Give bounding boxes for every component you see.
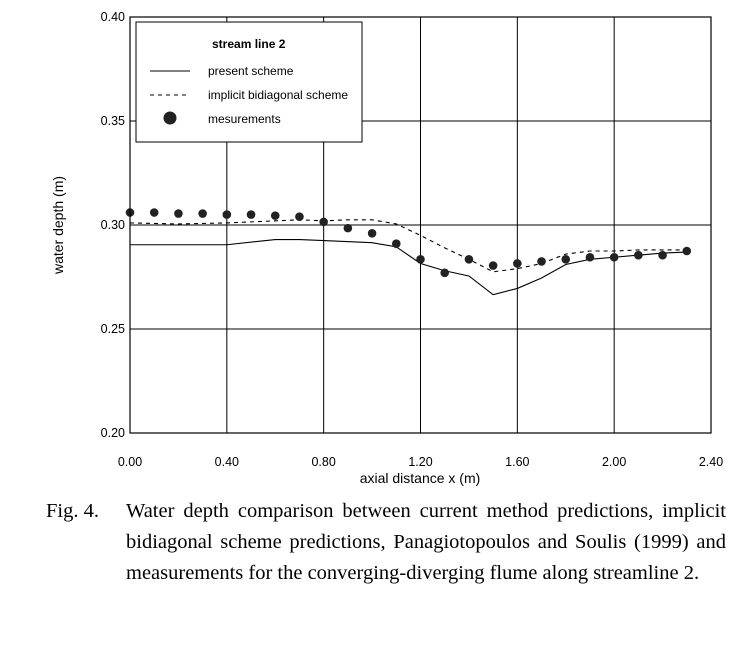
figure-caption: Fig. 4. Water depth comparison between c… xyxy=(46,496,726,589)
measurement-point xyxy=(658,250,667,260)
caption-label: Fig. 4. xyxy=(46,500,99,522)
measurement-point xyxy=(585,252,595,262)
x-tick-label: 2.00 xyxy=(602,455,626,469)
legend-marker-swatch xyxy=(163,111,177,125)
legend: stream line 2 present scheme implicit bi… xyxy=(135,21,363,143)
measurement-point xyxy=(537,257,546,266)
measurement-point xyxy=(609,252,619,262)
measurement-point xyxy=(634,250,643,260)
y-tick-label: 0.40 xyxy=(101,10,125,24)
measurement-point xyxy=(367,229,377,238)
measurement-point xyxy=(513,259,522,268)
x-tick-label: 0.00 xyxy=(118,455,142,469)
legend-title: stream line 2 xyxy=(212,37,286,51)
water-depth-chart: 0.00 0.40 0.80 1.20 1.60 2.00 2.40 0.20 0.25 0.30… xyxy=(50,10,724,486)
measurement-point xyxy=(270,211,280,220)
y-axis-label: water depth (m) xyxy=(50,176,66,275)
measurement-point xyxy=(488,261,498,270)
x-tick-label: 1.20 xyxy=(408,455,432,469)
x-axis-label: axial distance x (m) xyxy=(360,470,481,486)
y-tick-label: 0.25 xyxy=(101,322,125,336)
measurement-point xyxy=(246,210,256,219)
measurement-point xyxy=(682,246,692,256)
x-tick-label: 0.80 xyxy=(311,455,335,469)
present-scheme-line xyxy=(130,239,687,296)
x-tick-label: 1.60 xyxy=(505,455,529,469)
y-tick-label: 0.35 xyxy=(101,114,125,128)
measurement-point xyxy=(416,255,425,264)
measurement-point xyxy=(319,217,328,227)
measurement-point xyxy=(198,209,207,218)
measurement-point xyxy=(391,239,401,249)
measurement-point xyxy=(464,255,474,264)
measurement-point xyxy=(561,255,571,264)
legend-entry-mesurements: mesurements xyxy=(208,112,281,126)
plot-frame xyxy=(129,16,712,434)
tick-labels: 0.00 0.40 0.80 1.20 1.60 2.00 2.40 0.20 0.25 0.30… xyxy=(101,10,724,469)
caption-text: Water depth comparison between current m… xyxy=(126,500,726,584)
x-tick-label: 0.40 xyxy=(215,455,239,469)
measurement-point xyxy=(222,210,232,219)
implicit-bidiagonal-line xyxy=(129,219,687,273)
series-layer xyxy=(125,208,692,296)
measurement-point xyxy=(295,212,304,221)
legend-entry-present-scheme: present scheme xyxy=(208,64,294,78)
legend-entry-implicit-bidiagonal: implicit bidiagonal scheme xyxy=(208,88,348,102)
measurement-point xyxy=(343,223,353,233)
y-tick-label: 0.20 xyxy=(101,426,125,440)
x-tick-label: 2.40 xyxy=(699,455,723,469)
y-tick-label: 0.30 xyxy=(101,218,125,232)
measurement-point xyxy=(440,268,450,278)
measurement-point xyxy=(174,209,183,218)
measurement-point xyxy=(149,208,159,217)
